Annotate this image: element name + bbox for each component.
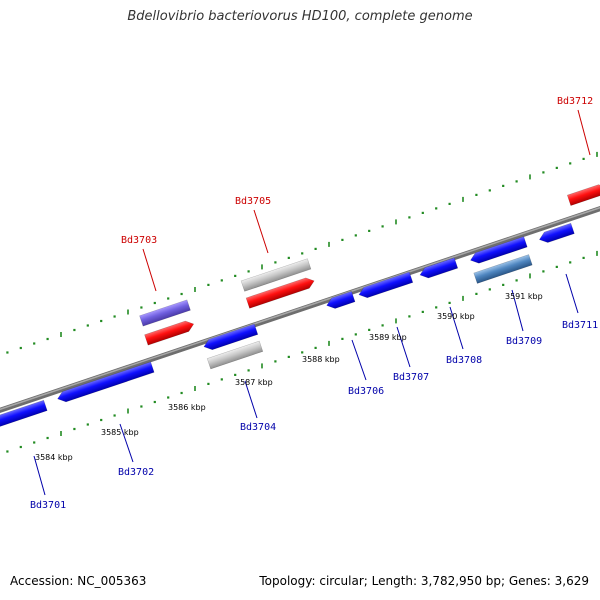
connector-bd3706 [351, 339, 367, 381]
gene-label-bd3704: Bd3704 [240, 422, 276, 433]
connector-bd3712 [577, 109, 591, 156]
gene-label-bd3701: Bd3701 [30, 500, 66, 511]
connector-bd3708 [449, 306, 464, 350]
scale-label: 3588 kbp [302, 355, 340, 364]
feature-bd3703 [144, 320, 195, 346]
gene-label-bd3709: Bd3709 [506, 336, 542, 347]
scale-label: 3586 kbp [168, 403, 206, 412]
feature-blue-mid [203, 323, 259, 351]
gene-label-bd3703: Bd3703 [121, 235, 157, 246]
feature-blue-upper [470, 236, 528, 264]
feature-bd3708 [419, 257, 459, 279]
gene-label-bd3711: Bd3711 [562, 320, 598, 331]
accession-text: Accession: NC_005363 [10, 574, 147, 588]
feature-bd3711 [539, 222, 575, 243]
scale-label: 3589 kbp [369, 333, 407, 342]
label-connectors [33, 109, 591, 496]
scale-labels: 3584 kbp 3585 kbp 3586 kbp 3587 kbp 3588… [35, 292, 543, 462]
scale-label: 3584 kbp [35, 453, 73, 462]
gene-label-bd3708: Bd3708 [446, 355, 482, 366]
gene-label-bd3706: Bd3706 [348, 386, 384, 397]
scale-label: 3585 kbp [101, 428, 139, 437]
gene-label-bd3702: Bd3702 [118, 467, 154, 478]
connector-bd3703 [142, 248, 157, 292]
feature-bd3707 [358, 271, 414, 299]
feature-bd3704 [206, 340, 264, 370]
feature-purple [139, 299, 191, 327]
feature-grey-upper [240, 258, 312, 292]
scale-label: 3590 kbp [437, 312, 475, 321]
feature-bd3706 [326, 291, 356, 309]
feature-bd3702 [57, 361, 155, 403]
feature-bd3705 [245, 277, 315, 309]
genome-backbone-highlight [0, 206, 600, 411]
upper-tick-track [6, 151, 598, 354]
gene-label-bd3707: Bd3707 [393, 372, 429, 383]
connector-bd3707 [396, 326, 411, 368]
scale-label: 3591 kbp [505, 292, 543, 301]
feature-bd3701 [0, 399, 48, 428]
feature-bd3709 [473, 254, 533, 284]
connector-bd3704 [244, 380, 258, 419]
gene-label-bd3712: Bd3712 [557, 96, 593, 107]
connector-bd3711 [565, 273, 579, 314]
gene-features [0, 184, 600, 428]
lower-tick-track [6, 250, 598, 453]
gene-labels: Bd3701 Bd3702 Bd3703 Bd3704 Bd3705 Bd370… [30, 96, 598, 511]
gene-label-bd3705: Bd3705 [235, 196, 271, 207]
genome-backbone [0, 206, 600, 413]
connector-bd3702 [119, 423, 134, 463]
tick-marks [6, 151, 598, 453]
connector-bd3701 [33, 455, 46, 496]
genome-summary-text: Topology: circular; Length: 3,782,950 bp… [259, 574, 589, 588]
connector-bd3705 [253, 209, 269, 254]
map-title: Bdellovibrio bacteriovorus HD100, comple… [127, 9, 473, 24]
connector-bd3709 [511, 289, 524, 332]
feature-bd3712 [566, 184, 600, 206]
scale-label: 3587 kbp [235, 378, 273, 387]
